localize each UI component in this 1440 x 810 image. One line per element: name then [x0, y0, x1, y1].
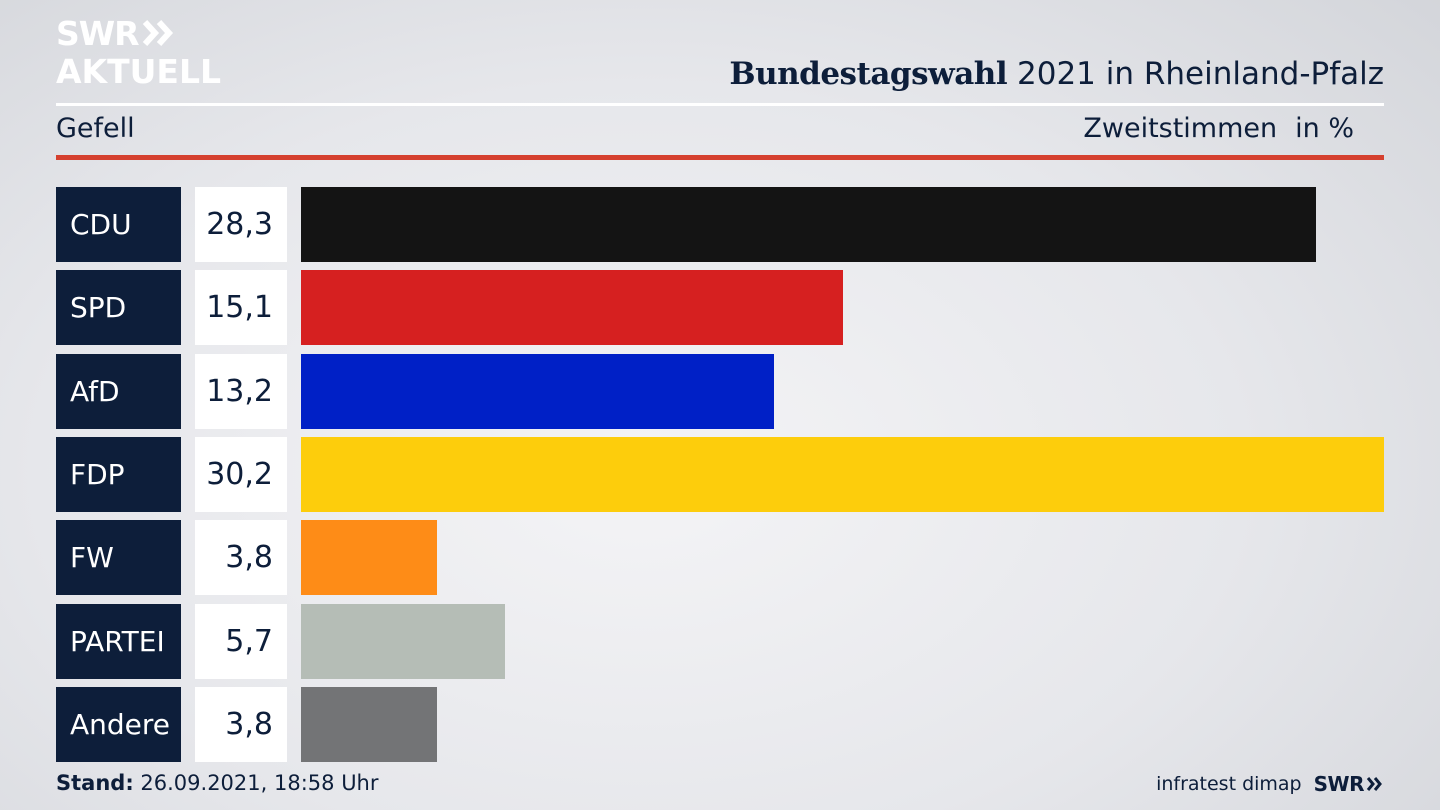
source-label: infratest dimap — [1156, 773, 1302, 795]
bar-row: SPD 15,1 — [56, 270, 1384, 346]
timestamp: Stand: 26.09.2021, 18:58 Uhr — [56, 771, 379, 795]
bar — [301, 270, 843, 346]
value-label: 28,3 — [195, 187, 287, 262]
double-chevron-right-icon — [1366, 777, 1382, 791]
bar-row: FDP 30,2 — [56, 436, 1384, 512]
bar — [301, 520, 438, 596]
bar — [301, 436, 1384, 512]
bar — [301, 603, 506, 679]
bar-row: AfD 13,2 — [56, 353, 1384, 429]
party-label: Andere — [56, 686, 181, 762]
bar — [301, 187, 1316, 262]
party-label: FDP — [56, 436, 181, 512]
stand-value: 26.09.2021, 18:58 Uhr — [140, 771, 379, 795]
unit-text: in % — [1295, 113, 1354, 144]
value-label: 3,8 — [195, 686, 287, 762]
double-chevron-right-icon — [142, 19, 173, 47]
title-bold: Bundestagswahl — [729, 56, 1008, 92]
bar-chart: CDU 28,3 SPD 15,1 AfD 13,2 FDP 30,2 FW 3,8 PARTEI 5… — [56, 187, 1384, 762]
value-label: 3,8 — [195, 520, 287, 596]
value-label: 5,7 — [195, 603, 287, 679]
measure-text: Zweitstimmen — [1083, 113, 1278, 144]
bar-row: CDU 28,3 — [56, 187, 1384, 262]
party-label: CDU — [56, 187, 181, 262]
logo-aktuell-text: AKTUELL — [56, 51, 222, 91]
bar — [301, 686, 438, 762]
bar-row: FW 3,8 — [56, 520, 1384, 596]
swr-aktuell-logo: SWR AKTUELL — [56, 14, 221, 90]
stand-label: Stand: — [56, 771, 134, 795]
footer-credits: infratest dimap SWR — [1156, 772, 1384, 796]
header-divider — [56, 103, 1384, 106]
accent-rule — [56, 155, 1384, 160]
party-label: AfD — [56, 353, 181, 429]
party-label: FW — [56, 520, 181, 596]
footer-swr-logo: SWR — [1314, 772, 1384, 796]
party-label: PARTEI — [56, 603, 181, 679]
value-label: 13,2 — [195, 353, 287, 429]
place-name: Gefell — [56, 113, 135, 144]
bar — [301, 353, 775, 429]
value-label: 15,1 — [195, 270, 287, 346]
party-label: SPD — [56, 270, 181, 346]
value-label: 30,2 — [195, 436, 287, 512]
title-rest: 2021 in Rheinland-Pfalz — [1017, 56, 1384, 92]
chart-title: Bundestagswahl 2021 in Rheinland-Pfalz — [729, 56, 1384, 92]
measure-label: Zweitstimmen in % — [1083, 113, 1354, 144]
logo-swr-text: SWR — [56, 13, 140, 53]
bar-row: PARTEI 5,7 — [56, 603, 1384, 679]
footer-swr-text: SWR — [1313, 772, 1365, 796]
bar-row: Andere 3,8 — [56, 686, 1384, 762]
